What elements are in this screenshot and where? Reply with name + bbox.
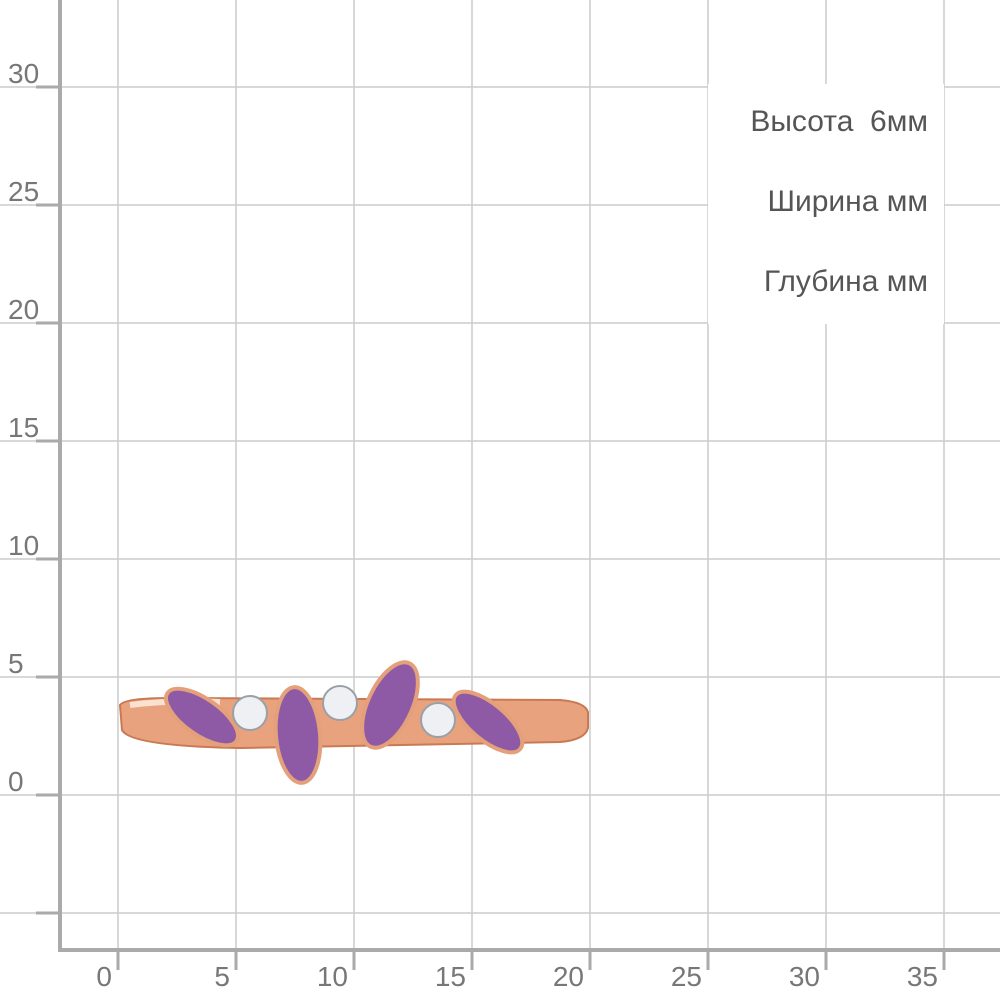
x-tick-label: 35 xyxy=(907,961,938,992)
x-tick-label: 10 xyxy=(317,961,348,992)
x-tick-label: 15 xyxy=(435,961,466,992)
y-tick-label: 30 xyxy=(8,58,39,89)
y-tick-label: 10 xyxy=(8,530,39,561)
amethyst xyxy=(164,686,240,748)
diamond xyxy=(420,702,456,738)
x-tick-label: 25 xyxy=(671,961,702,992)
diamond xyxy=(322,685,358,721)
x-tick-label: 30 xyxy=(789,961,820,992)
grid xyxy=(0,0,1000,950)
height-text: Высота 6мм xyxy=(750,105,928,138)
amethyst xyxy=(360,660,420,750)
y-tick-label: 15 xyxy=(8,412,39,443)
y-tick-label: 25 xyxy=(8,176,39,207)
y-tick-label: 20 xyxy=(8,294,39,325)
x-tick-label: 5 xyxy=(214,961,230,992)
amethyst xyxy=(273,685,323,785)
amethyst xyxy=(451,689,525,755)
dimension-box xyxy=(708,84,944,324)
y-tick-label: 5 xyxy=(8,648,24,679)
ring xyxy=(118,660,589,785)
y-tick-label: 0 xyxy=(8,766,24,797)
width-text: Ширина мм xyxy=(767,185,928,218)
diamond xyxy=(232,695,268,731)
depth-text: Глубина мм xyxy=(764,265,928,298)
x-tick-label: 20 xyxy=(553,961,584,992)
x-tick-label: 0 xyxy=(96,961,112,992)
